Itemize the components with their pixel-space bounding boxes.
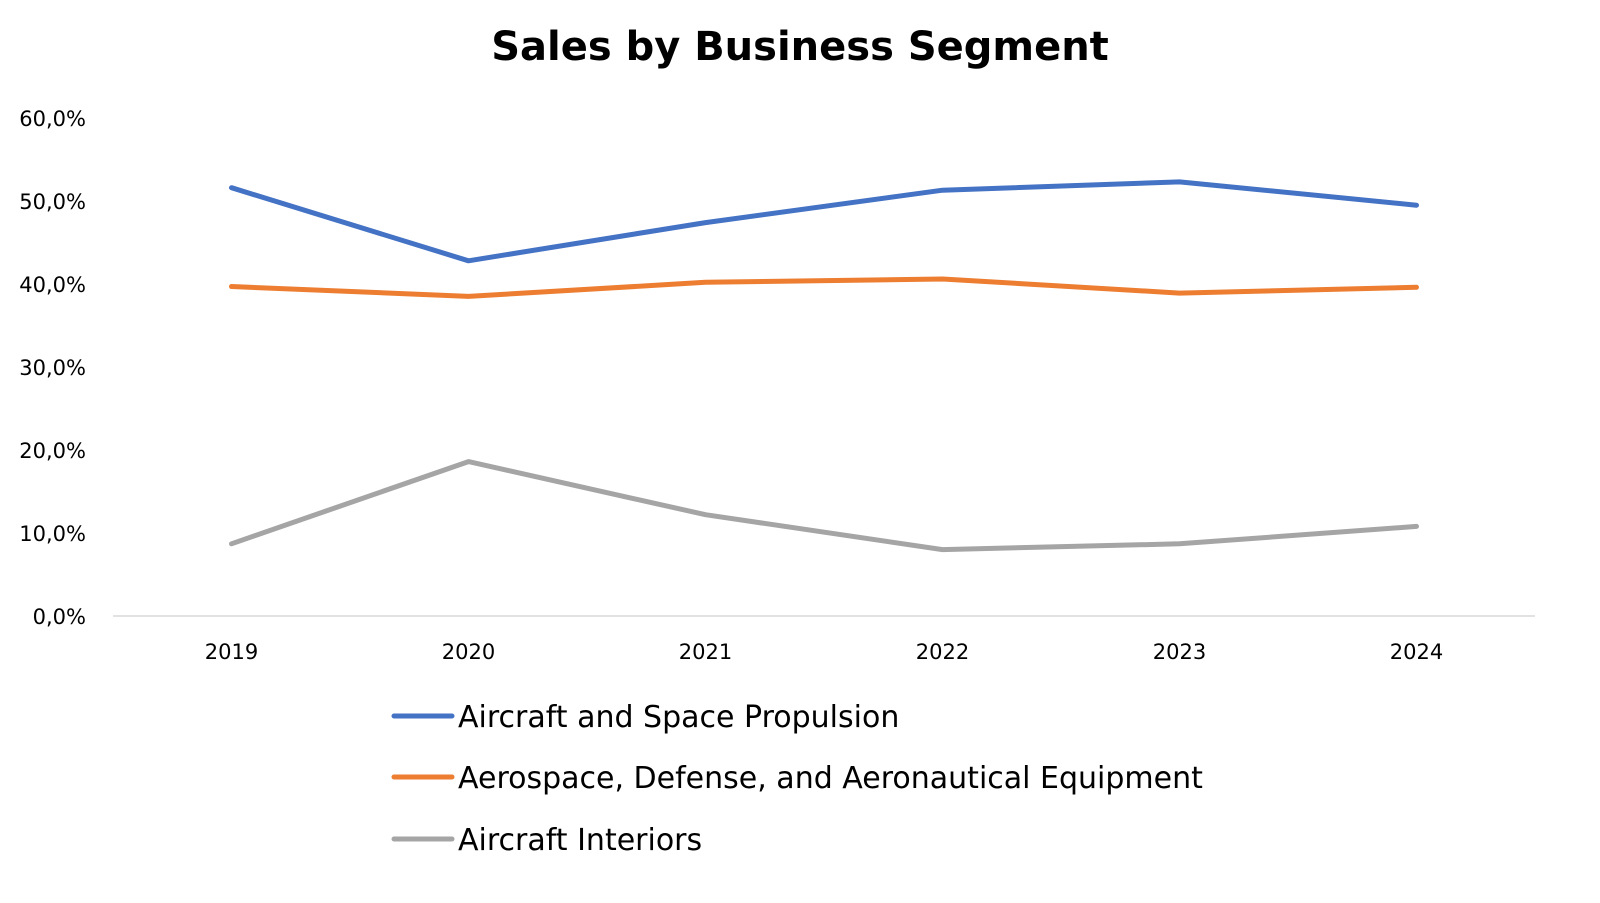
y-tick-label: 60,0% [19, 107, 86, 131]
x-axis-ticks: 2019 2020 2021 2022 2023 2024 [205, 640, 1443, 664]
x-tick-label: 2024 [1390, 640, 1443, 664]
x-tick-label: 2022 [916, 640, 969, 664]
y-axis-ticks: 0,0% 10,0% 20,0% 30,0% 40,0% 50,0% 60,0% [19, 107, 86, 629]
y-tick-label: 40,0% [19, 273, 86, 297]
legend-label-1: Aircraft and Space Propulsion [458, 700, 899, 735]
x-tick-label: 2023 [1153, 640, 1206, 664]
legend: Aircraft and Space Propulsion Aerospace, … [391, 700, 1203, 858]
legend-label-2: Aerospace, Defense, and Aeronautical Equ… [458, 761, 1203, 796]
y-tick-label: 10,0% [19, 522, 86, 546]
y-tick-label: 0,0% [33, 605, 86, 629]
y-tick-label: 20,0% [19, 439, 86, 463]
series-lines [229, 179, 1419, 553]
x-tick-label: 2020 [442, 640, 495, 664]
series-line-1 [229, 179, 1419, 264]
series-line-2 [229, 276, 1419, 299]
legend-label-3: Aircraft Interiors [458, 823, 702, 858]
chart-title: Sales by Business Segment [491, 24, 1109, 70]
series-line-3 [229, 459, 1419, 553]
x-tick-label: 2021 [679, 640, 732, 664]
y-tick-label: 50,0% [19, 190, 86, 214]
x-tick-label: 2019 [205, 640, 258, 664]
y-tick-label: 30,0% [19, 356, 86, 380]
